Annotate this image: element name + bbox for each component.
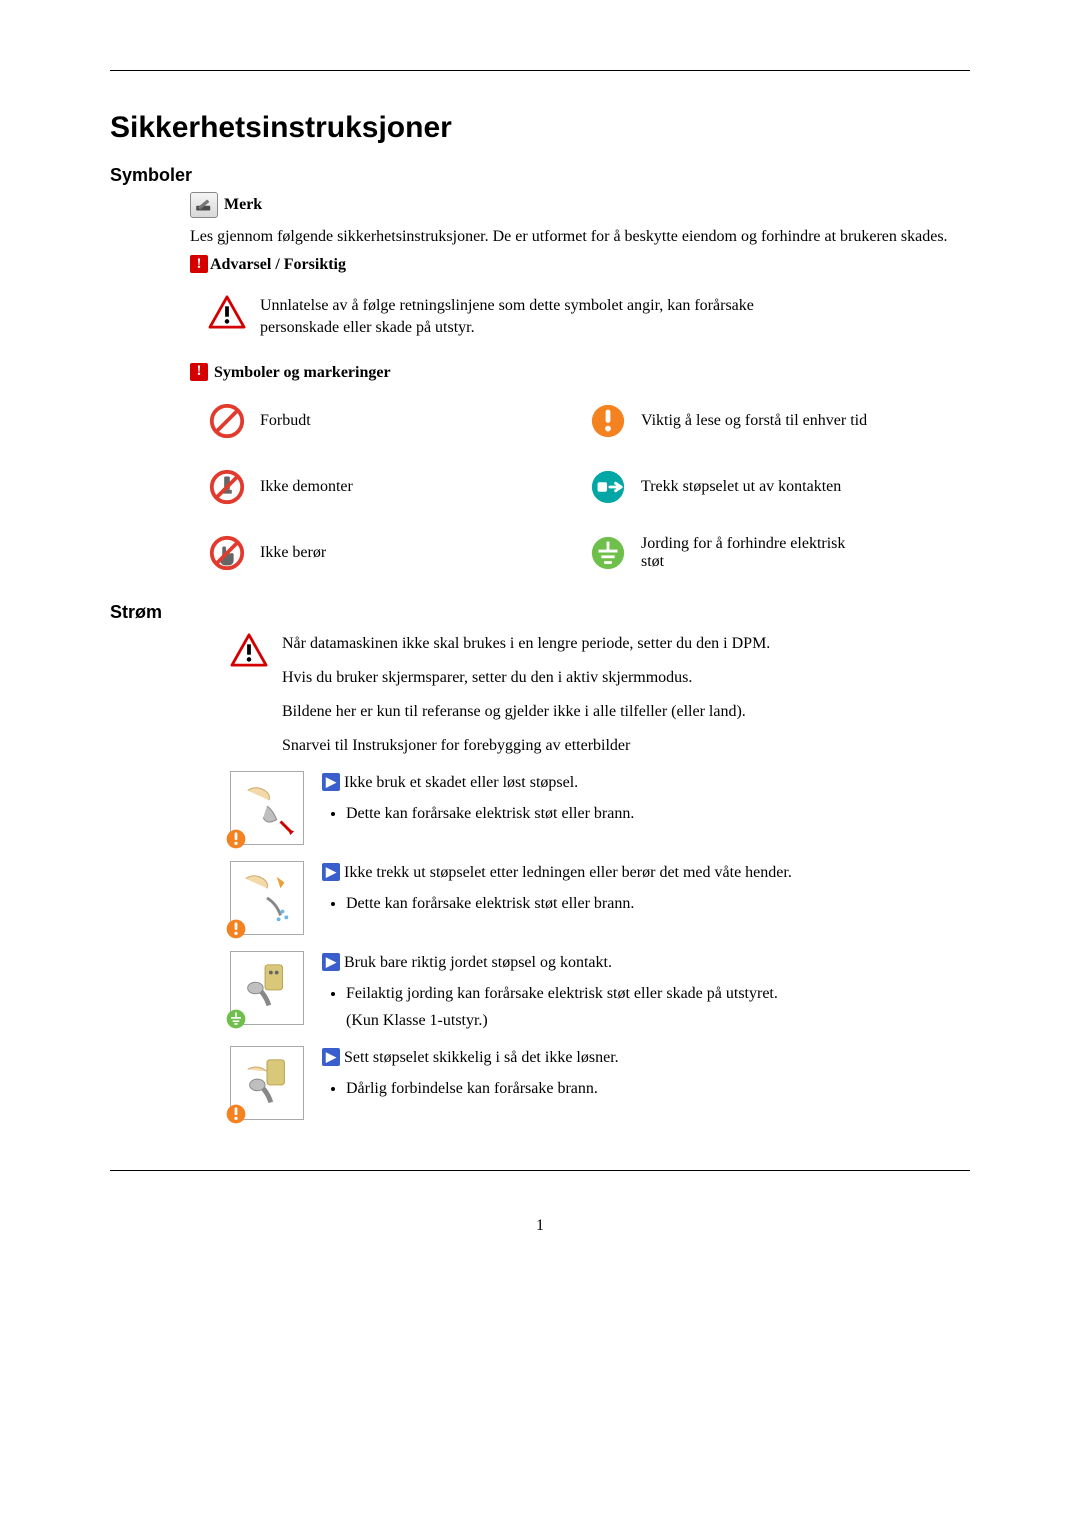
strom-line-0: Når datamaskinen ikke skal brukes i en l… (282, 635, 770, 653)
arrow-badge-icon: ▶ (322, 773, 340, 791)
merk-label: Merk (224, 196, 262, 214)
illustration-grounded-plug (230, 951, 304, 1025)
intro-text: Les gjennom følgende sikkerhetsinstruksj… (190, 226, 970, 248)
page-title: Sikkerhetsinstruksjoner (110, 111, 970, 145)
important-badge-icon (225, 918, 247, 940)
illustration-damaged-plug (230, 771, 304, 845)
advarsel-heading: !Advarsel / Forsiktig (190, 254, 970, 276)
jording-label: Jording for å forhindre elektrisk støt (641, 535, 871, 571)
instruction-item: ▶Ikke trekk ut støpselet etter ledningen… (230, 861, 970, 935)
instruction-sub: Feilaktig jording kan forårsake elektris… (346, 982, 970, 1006)
instruction-title: ▶Sett støpselet skikkelig i så det ikke … (322, 1048, 970, 1067)
section-symboler: Symboler (110, 165, 970, 186)
instruction-title: ▶Ikke bruk et skadet eller løst støpsel. (322, 773, 970, 792)
unplug-icon (589, 468, 627, 506)
instruction-sub: Dette kan forårsake elektrisk støt eller… (346, 802, 970, 826)
advarsel-row: Unnlatelse av å følge retningslinjene so… (208, 295, 970, 340)
important-icon (589, 402, 627, 440)
triangle-warning-icon-2 (230, 633, 268, 667)
triangle-warning-icon (208, 295, 246, 329)
advarsel-text: Unnlatelse av å følge retningslinjene so… (260, 295, 780, 340)
instruction-item: ▶Bruk bare riktig jordet støpsel og kont… (230, 951, 970, 1030)
ground-icon (589, 534, 627, 572)
strom-line-2: Bildene her er kun til referanse og gjel… (282, 703, 770, 721)
no-touch-icon (208, 534, 246, 572)
ikke-demonter-label: Ikke demonter (260, 478, 353, 496)
bottom-rule (110, 1170, 970, 1171)
symbol-table: Forbudt Viktig å lese og forstå til enhv… (208, 402, 970, 572)
illustration-wet-hands (230, 861, 304, 935)
strom-line-1: Hvis du bruker skjermsparer, setter du d… (282, 669, 770, 687)
no-disassemble-icon (208, 468, 246, 506)
page-number: 1 (110, 1211, 970, 1235)
strom-line-3: Snarvei til Instruksjoner for forebyggin… (282, 737, 770, 755)
strom-warning-block: Når datamaskinen ikke skal brukes i en l… (230, 633, 970, 755)
instruction-title: ▶Bruk bare riktig jordet støpsel og kont… (322, 953, 970, 972)
section-strom: Strøm (110, 602, 970, 623)
important-badge-icon (225, 1103, 247, 1125)
note-icon (190, 192, 218, 218)
illustration-insert-plug (230, 1046, 304, 1120)
ground-badge-icon (225, 1008, 247, 1030)
instruction-title: ▶Ikke trekk ut støpselet etter ledningen… (322, 863, 970, 882)
instruction-sub-2: (Kun Klasse 1-utstyr.) (346, 1012, 970, 1030)
trekk-stopsel-label: Trekk støpselet ut av kontakten (641, 478, 841, 496)
instruction-item: ▶Sett støpselet skikkelig i så det ikke … (230, 1046, 970, 1120)
arrow-badge-icon: ▶ (322, 1048, 340, 1066)
merk-line: Merk (190, 192, 970, 218)
prohibited-icon (208, 402, 246, 440)
top-rule (110, 70, 970, 71)
viktig-label: Viktig å lese og forstå til enhver tid (641, 412, 867, 430)
instruction-item: ▶Ikke bruk et skadet eller løst støpsel.… (230, 771, 970, 845)
warning-badge-icon: ! (190, 255, 208, 273)
instruction-sub: Dårlig forbindelse kan forårsake brann. (346, 1077, 970, 1101)
forbudt-label: Forbudt (260, 412, 311, 430)
warning-badge-icon-2: ! (190, 363, 208, 381)
ikke-beror-label: Ikke berør (260, 544, 326, 562)
symbols-heading: ! Symboler og markeringer (190, 362, 970, 384)
arrow-badge-icon: ▶ (322, 953, 340, 971)
instruction-sub: Dette kan forårsake elektrisk støt eller… (346, 892, 970, 916)
arrow-badge-icon: ▶ (322, 863, 340, 881)
important-badge-icon (225, 828, 247, 850)
